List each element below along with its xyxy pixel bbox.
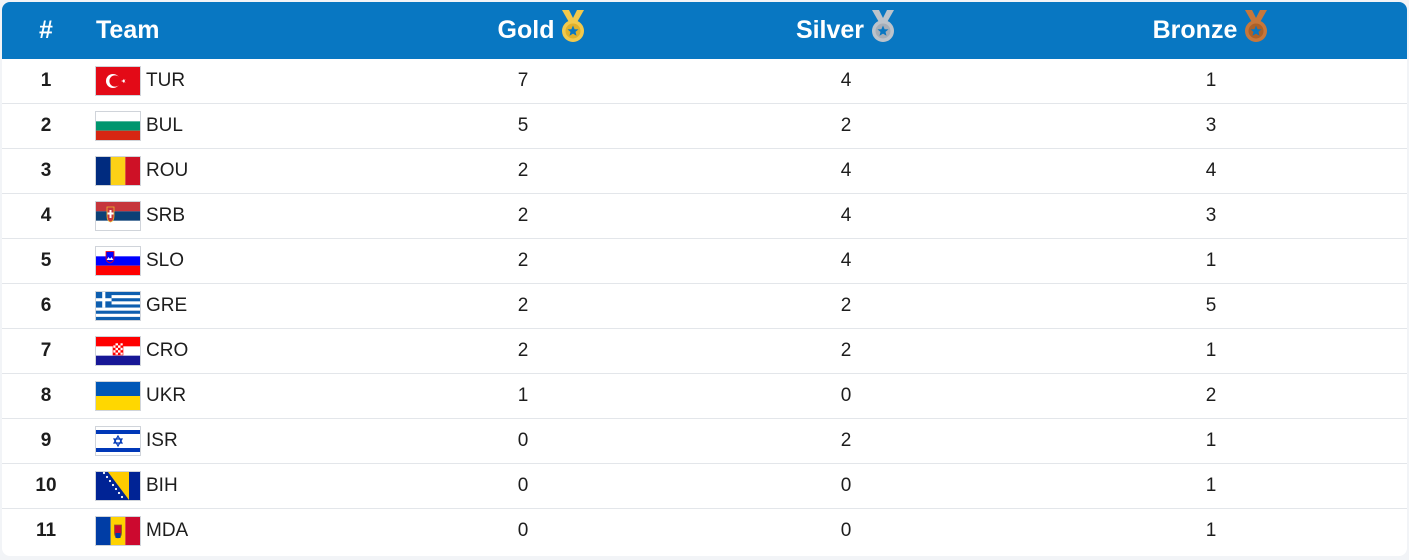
gold-count: 2 (517, 205, 529, 226)
gold-count: 2 (517, 250, 529, 271)
flag-rou-icon (96, 149, 140, 193)
silver-count: 2 (840, 295, 852, 316)
silver-count: 4 (840, 205, 852, 226)
rank-cell: 8 (40, 385, 52, 406)
header-bronze-label: Bronze (1152, 16, 1238, 44)
header-bronze[interactable]: Bronze (1092, 2, 1332, 59)
header-gold-label: Gold (497, 16, 555, 44)
rank-cell: 10 (35, 475, 57, 496)
team-code[interactable]: TUR (146, 70, 186, 91)
gold-count: 0 (517, 475, 529, 496)
rank-cell: 7 (40, 340, 52, 361)
header-silver[interactable]: Silver (727, 2, 967, 59)
gold-count: 1 (517, 385, 529, 406)
flag-bul-icon (96, 104, 140, 148)
silver-count: 2 (840, 430, 852, 451)
gold-count: 0 (517, 520, 529, 541)
team-code[interactable]: GRE (146, 295, 188, 316)
bronze-count: 1 (1205, 340, 1217, 361)
header-team[interactable]: Team (96, 16, 160, 44)
silver-medal-icon (868, 10, 898, 51)
team-code[interactable]: CRO (146, 340, 189, 361)
silver-count: 0 (840, 475, 852, 496)
silver-count: 0 (840, 520, 852, 541)
silver-count: 4 (840, 160, 852, 181)
team-code[interactable]: BIH (146, 475, 178, 496)
bronze-count: 1 (1205, 430, 1217, 451)
table-row: 11 MDA 0 0 1 (2, 509, 1407, 553)
flag-mda-icon (96, 509, 140, 553)
flag-tur-icon (96, 59, 140, 103)
flag-srb-icon (96, 194, 140, 238)
table-row: 9 ISR 0 2 1 (2, 419, 1407, 464)
team-code[interactable]: ROU (146, 160, 189, 181)
rank-cell: 9 (40, 430, 52, 451)
silver-count: 4 (840, 250, 852, 271)
gold-medal-icon (558, 10, 588, 51)
bronze-count: 4 (1205, 160, 1217, 181)
bronze-count: 5 (1205, 295, 1217, 316)
header-rank[interactable]: # (39, 16, 53, 44)
table-row: 4 SRB 2 4 3 (2, 194, 1407, 239)
table-row: 5 SLO 2 4 1 (2, 239, 1407, 284)
rank-cell: 4 (40, 205, 52, 226)
gold-count: 2 (517, 295, 529, 316)
bronze-count: 1 (1205, 250, 1217, 271)
silver-count: 4 (840, 70, 852, 91)
team-code[interactable]: MDA (146, 520, 189, 541)
gold-count: 2 (517, 340, 529, 361)
bronze-count: 2 (1205, 385, 1217, 406)
rank-cell: 5 (40, 250, 52, 271)
rank-cell: 11 (35, 520, 57, 541)
bronze-count: 1 (1205, 520, 1217, 541)
flag-cro-icon (96, 329, 140, 373)
table-body: 1 TUR 7 4 1 2 BUL 5 2 3 3 ROU 2 4 4 4 SRB 2 4 3 5 SLO 2 4 1 6 GRE 2… (2, 59, 1407, 553)
table-row: 8 UKR 1 0 2 (2, 374, 1407, 419)
header-gold[interactable]: Gold (422, 2, 664, 59)
rank-cell: 2 (40, 115, 52, 136)
bronze-count: 3 (1205, 205, 1217, 226)
table-row: 6 GRE 2 2 5 (2, 284, 1407, 329)
silver-count: 2 (840, 115, 852, 136)
silver-count: 0 (840, 385, 852, 406)
team-code[interactable]: UKR (146, 385, 187, 406)
bronze-count: 1 (1205, 70, 1217, 91)
bronze-medal-icon (1241, 10, 1271, 51)
silver-count: 2 (840, 340, 852, 361)
table-row: 3 ROU 2 4 4 (2, 149, 1407, 194)
rank-cell: 6 (40, 295, 52, 316)
rank-cell: 3 (40, 160, 52, 181)
bronze-count: 1 (1205, 475, 1217, 496)
flag-gre-icon (96, 284, 140, 328)
flag-isr-icon (96, 419, 140, 463)
table-header: # Team Gold Silver (2, 2, 1407, 59)
flag-ukr-icon (96, 374, 140, 418)
rank-cell: 1 (40, 70, 52, 91)
team-code[interactable]: SLO (146, 250, 185, 271)
table-row: 2 BUL 5 2 3 (2, 104, 1407, 149)
gold-count: 2 (517, 160, 529, 181)
table-row: 10 BIH 0 0 1 (2, 464, 1407, 509)
team-code[interactable]: ISR (146, 430, 178, 451)
gold-count: 5 (517, 115, 529, 136)
team-code[interactable]: SRB (146, 205, 186, 226)
team-code[interactable]: BUL (146, 115, 183, 136)
flag-slo-icon (96, 239, 140, 283)
table-row: 1 TUR 7 4 1 (2, 59, 1407, 104)
gold-count: 7 (517, 70, 529, 91)
bronze-count: 3 (1205, 115, 1217, 136)
flag-bih-icon (96, 464, 140, 508)
table-row: 7 CRO 2 2 1 (2, 329, 1407, 374)
header-silver-label: Silver (795, 16, 865, 44)
gold-count: 0 (517, 430, 529, 451)
